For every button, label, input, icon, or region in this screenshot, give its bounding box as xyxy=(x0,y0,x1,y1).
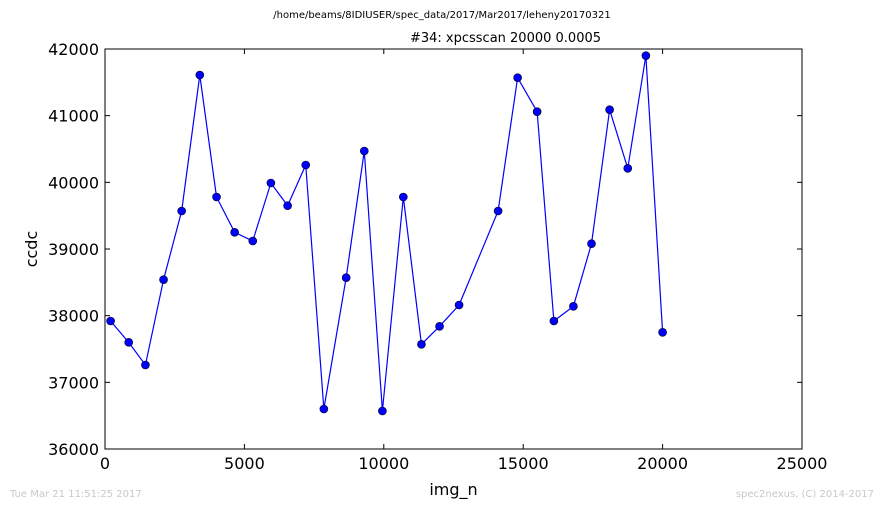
data-point xyxy=(658,328,667,337)
data-point xyxy=(454,300,464,310)
data-point xyxy=(283,201,292,210)
data-point xyxy=(549,316,559,326)
x-tick-label: 20000 xyxy=(637,454,688,473)
data-point xyxy=(623,164,633,173)
y-tick-label: 37000 xyxy=(48,373,99,392)
x-axis-label: img_n xyxy=(429,480,477,500)
y-tick-label: 42000 xyxy=(48,40,99,59)
y-tick-label: 36000 xyxy=(48,440,99,459)
data-point xyxy=(124,338,133,347)
series-line xyxy=(110,55,664,412)
figure-suptitle: /home/beams/8IDIUSER/spec_data/2017/Mar2… xyxy=(273,10,611,21)
y-tick-label: 40000 xyxy=(48,173,99,192)
data-point xyxy=(605,105,614,114)
data-point xyxy=(177,206,186,216)
plot-frame xyxy=(104,48,803,450)
y-tick-label: 39000 xyxy=(48,240,99,259)
data-point xyxy=(106,316,115,326)
data-point xyxy=(248,236,258,246)
x-tick-label: 25000 xyxy=(777,454,828,473)
x-tick-label: 5000 xyxy=(224,454,265,473)
data-point xyxy=(399,192,408,202)
data-point xyxy=(359,146,369,156)
data-point xyxy=(435,322,444,331)
y-tick-label: 38000 xyxy=(48,307,99,326)
x-tick-label: 15000 xyxy=(498,454,549,473)
data-point xyxy=(341,273,351,282)
data-point xyxy=(569,302,578,311)
data-point xyxy=(513,73,522,82)
y-axis-label: ccdc xyxy=(22,231,41,268)
x-tick-label: 0 xyxy=(100,454,110,473)
data-point xyxy=(212,192,221,202)
data-point xyxy=(195,70,205,80)
credit-footer: spec2nexus, (C) 2014-2017 xyxy=(735,489,874,500)
chart-title: #34: xpcsscan 20000 0.0005 xyxy=(409,31,602,46)
data-point xyxy=(230,228,239,237)
data-point xyxy=(301,160,311,170)
y-tick-label: 41000 xyxy=(48,107,99,126)
x-tick-label: 10000 xyxy=(358,454,409,473)
timestamp-footer: Tue Mar 21 11:51:25 2017 xyxy=(10,489,142,500)
data-point xyxy=(378,406,387,416)
data-point xyxy=(159,275,168,284)
data-point xyxy=(587,239,596,248)
data-point xyxy=(141,360,150,370)
data-point xyxy=(266,178,276,188)
data-point xyxy=(417,340,426,349)
data-point xyxy=(641,51,651,60)
data-point xyxy=(493,206,503,216)
data-point xyxy=(319,404,329,414)
data-point xyxy=(532,107,542,116)
